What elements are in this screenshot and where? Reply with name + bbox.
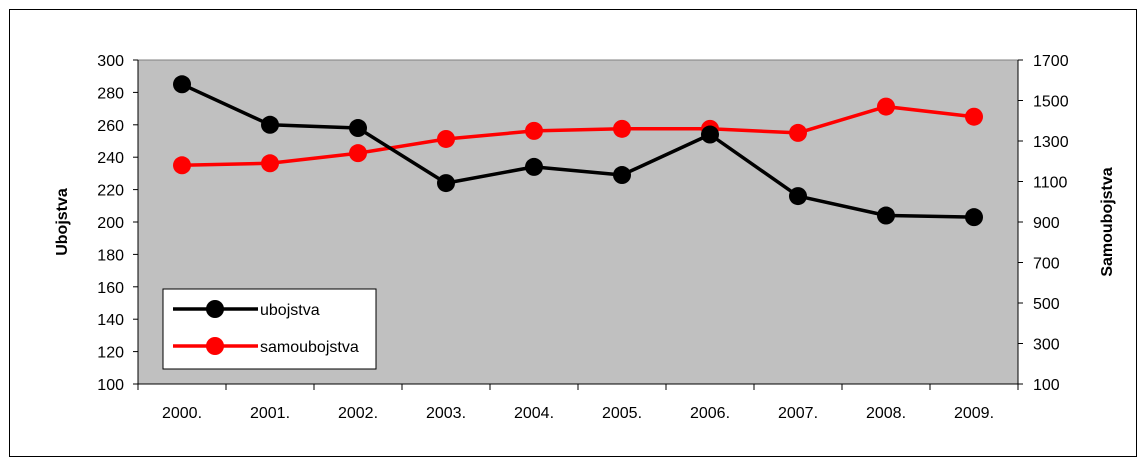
right-tick-label: 1300: [1033, 134, 1069, 151]
y-axis-title: Ubojstva: [54, 188, 71, 256]
data-point-ubojstva: [173, 75, 191, 94]
left-tick-label: 160: [97, 280, 124, 297]
right-tick-label: 900: [1033, 215, 1060, 232]
x-tick-label: 2003.: [426, 405, 466, 422]
right-tick-label: 700: [1033, 256, 1060, 273]
left-tick-label: 120: [97, 345, 124, 362]
x-tick-label: 2000.: [162, 405, 202, 422]
left-tick-label: 180: [97, 247, 124, 264]
left-tick-label: 140: [97, 312, 124, 329]
data-point-ubojstva: [877, 206, 895, 225]
right-tick-label: 1700: [1033, 53, 1069, 70]
left-tick-label: 240: [97, 150, 124, 167]
data-point-ubojstva: [437, 174, 455, 193]
legend-label: samoubojstva: [260, 339, 359, 356]
data-point-samoubojstva: [877, 97, 895, 116]
data-point-samoubojstva: [349, 144, 367, 163]
legend-items: ubojstva samoubojstva: [173, 300, 359, 356]
x-tick-label: 2004.: [514, 405, 554, 422]
x-tick-label: 2009.: [954, 405, 994, 422]
x-tick-label: 2006.: [690, 405, 730, 422]
series-layer: [173, 75, 983, 227]
x-tick-label: 2002.: [338, 405, 378, 422]
data-point-ubojstva: [965, 208, 983, 227]
data-point-samoubojstva: [525, 121, 543, 140]
x-tick-label: 2001.: [250, 405, 290, 422]
data-point-ubojstva: [789, 187, 807, 206]
data-point-ubojstva: [701, 125, 719, 144]
data-point-ubojstva: [613, 166, 631, 185]
x-tick-label: 2007.: [778, 405, 818, 422]
legend-marker-ubojstva: [206, 300, 224, 318]
data-point-samoubojstva: [437, 129, 455, 148]
right-tick-label: 1500: [1033, 94, 1069, 111]
data-point-samoubojstva: [789, 123, 807, 142]
x-tick-label: 2005.: [602, 405, 642, 422]
series-line-ubojstva: [181, 82, 975, 219]
y2-axis-title: Samoubojstva: [1099, 167, 1116, 276]
legend-box: [162, 288, 377, 370]
left-tick-label: 220: [97, 183, 124, 200]
left-tick-label: 260: [97, 118, 124, 135]
legend-marker-samoubojstva: [206, 337, 224, 355]
right-tick-label: 100: [1033, 377, 1060, 394]
right-axis: 100 300 500 700 900 1100 1300 1500 1700: [1017, 53, 1069, 394]
data-point-samoubojstva: [261, 154, 279, 173]
x-tick-label: 2008.: [866, 405, 906, 422]
legend-label: ubojstva: [260, 302, 320, 319]
data-point-ubojstva: [261, 115, 279, 134]
right-tick-label: 300: [1033, 337, 1060, 354]
right-tick-label: 500: [1033, 296, 1060, 313]
left-tick-label: 280: [97, 85, 124, 102]
x-axis: 2000. 2001. 2002. 2003. 2004. 2005. 2006. 2007.…: [137, 383, 1019, 422]
data-point-ubojstva: [349, 119, 367, 138]
data-point-ubojstva: [525, 157, 543, 176]
series-line-samoubojstva: [181, 104, 975, 168]
data-point-samoubojstva: [613, 119, 631, 138]
legend: ubojstva samoubojstva: [162, 288, 377, 370]
left-tick-label: 200: [97, 215, 124, 232]
data-point-samoubojstva: [965, 107, 983, 126]
left-axis: 100 120 140 160 180 200 220 240 260 280 300: [97, 53, 139, 394]
data-point-samoubojstva: [173, 156, 191, 175]
left-tick-label: 300: [97, 53, 124, 70]
right-tick-label: 1100: [1033, 175, 1068, 192]
left-tick-label: 100: [97, 377, 124, 394]
